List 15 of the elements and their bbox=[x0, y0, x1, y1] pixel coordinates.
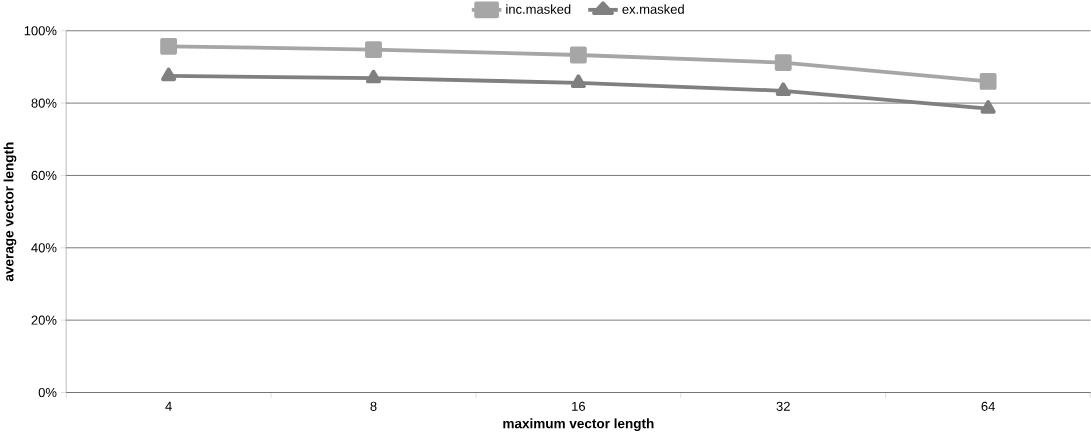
y-tick-label: 80% bbox=[31, 98, 57, 108]
y-tick-label: 40% bbox=[31, 243, 57, 253]
y-tick-label: 100% bbox=[24, 26, 57, 36]
y-axis-title: average vector length bbox=[3, 142, 17, 282]
y-tick-label: 20% bbox=[31, 315, 57, 325]
y-tick-label: 0% bbox=[38, 388, 57, 398]
x-tick-label: 32 bbox=[776, 401, 790, 412]
x-tick-label: 64 bbox=[981, 401, 995, 412]
legend-label: inc.masked bbox=[506, 4, 571, 15]
legend-label: ex.masked bbox=[622, 4, 684, 15]
x-tick-label: 8 bbox=[370, 401, 377, 412]
x-tick-label: 4 bbox=[165, 401, 172, 411]
y-tick-label: 60% bbox=[31, 171, 57, 181]
x-tick-label: 16 bbox=[572, 401, 586, 412]
x-axis-title: maximum vector length bbox=[503, 418, 654, 432]
